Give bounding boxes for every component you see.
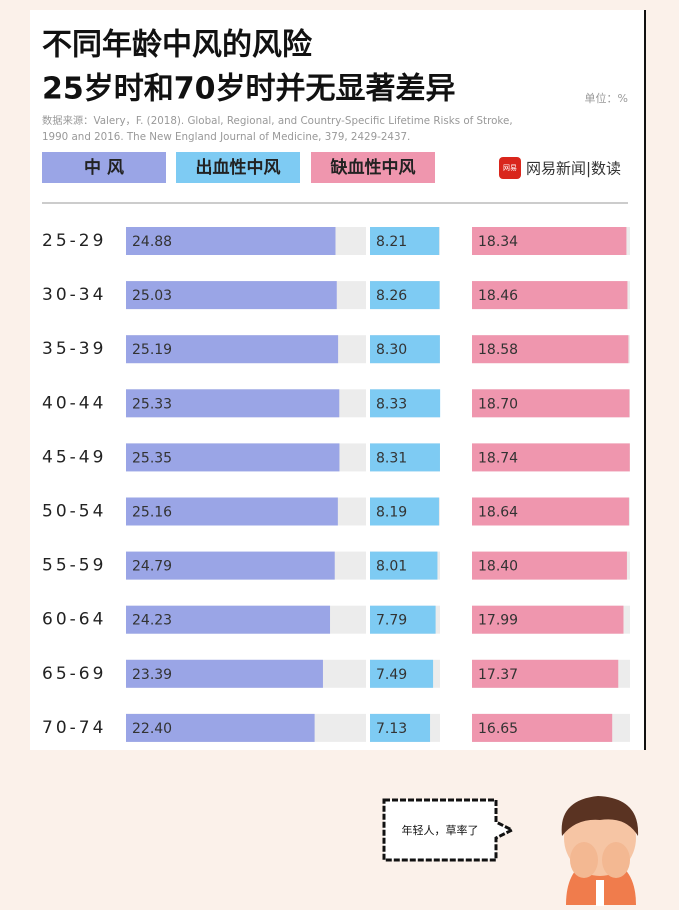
bar [126,443,340,472]
legend-label: 出血性中风 [196,157,281,178]
value-label: 18.64 [478,505,518,521]
bar [370,713,431,742]
value-label: 17.99 [478,613,518,629]
value-label: 25.16 [132,505,172,521]
value-label: 8.30 [376,342,407,358]
value-label: 7.13 [376,721,407,737]
speech-bubble [382,798,516,862]
category-label: 60-64 [42,610,106,630]
bar [472,281,628,310]
bar [126,551,335,580]
legend-swatch [311,152,435,183]
cartoon [561,796,639,906]
unit: 单位：% [585,91,628,105]
category-label: 65-69 [42,664,106,684]
value-label: 25.33 [132,396,172,412]
bar [126,227,336,255]
legend-swatch [176,152,300,183]
value-label: 8.19 [376,505,407,521]
category-label: 35-39 [42,339,106,359]
value-label: 8.33 [376,396,407,412]
bar [126,713,315,742]
category-label: 55-59 [42,556,106,576]
value-label: 7.79 [376,613,407,629]
value-label: 22.40 [132,721,172,737]
value-label: 25.19 [132,342,172,358]
value-label: 18.58 [478,342,518,358]
bar [370,389,441,418]
value-label: 18.74 [478,450,518,466]
bar [126,659,323,688]
value-label: 18.46 [478,288,518,304]
value-label: 18.34 [478,234,518,250]
value-label: 8.21 [376,234,407,250]
bar [472,443,630,472]
brand-icon-text: 网易 [503,164,517,172]
brand: 网易新闻|数读 [526,160,621,178]
legend-label: 中 风 [84,157,124,178]
value-label: 18.70 [478,396,518,412]
bar [370,281,440,310]
title-line: 不同年龄中风的风险 [42,28,313,63]
legend-swatch [42,152,166,183]
value-label: 24.23 [132,613,172,629]
bar [370,551,438,580]
source: 数据来源：Valery，F. (2018). Global, Regional,… [42,114,513,127]
source: 1990 and 2016. The New England Journal o… [42,131,410,143]
bar [126,497,338,526]
bar [370,443,440,472]
bar [472,389,630,418]
value-label: 24.88 [132,234,172,250]
bar [370,335,440,364]
bar [370,605,436,634]
value-label: 8.01 [376,559,407,575]
category-label: 30-34 [42,285,106,305]
bar [370,497,439,526]
category-label: 70-74 [42,718,106,738]
bar [126,389,340,418]
value-label: 24.79 [132,559,172,575]
bar [126,605,331,634]
value-label: 8.31 [376,450,407,466]
value-label: 23.39 [132,667,172,683]
bar [472,713,613,742]
legend-label: 缺血性中风 [331,157,416,178]
value-label: 25.35 [132,450,172,466]
value-label: 16.65 [478,721,518,737]
title-line: 25岁时和70岁时并无显著差异 [42,72,456,107]
bar [472,659,619,688]
bar [472,335,629,364]
bar [472,605,624,634]
bar [126,281,337,310]
bubble-text: 年轻人，草率了 [402,823,479,837]
category-label: 25-29 [42,231,106,251]
bar [370,227,440,255]
value-label: 7.49 [376,667,407,683]
bar [472,551,627,580]
bar [472,497,629,526]
bar [472,227,627,255]
brand-icon [499,157,521,179]
value-label: 17.37 [478,667,518,683]
category-label: 40-44 [42,393,106,413]
value-label: 8.26 [376,288,407,304]
category-label: 45-49 [42,447,106,467]
value-label: 25.03 [132,288,172,304]
bar [370,659,434,688]
bar [126,335,339,364]
category-label: 50-54 [42,502,106,522]
value-label: 18.40 [478,559,518,575]
